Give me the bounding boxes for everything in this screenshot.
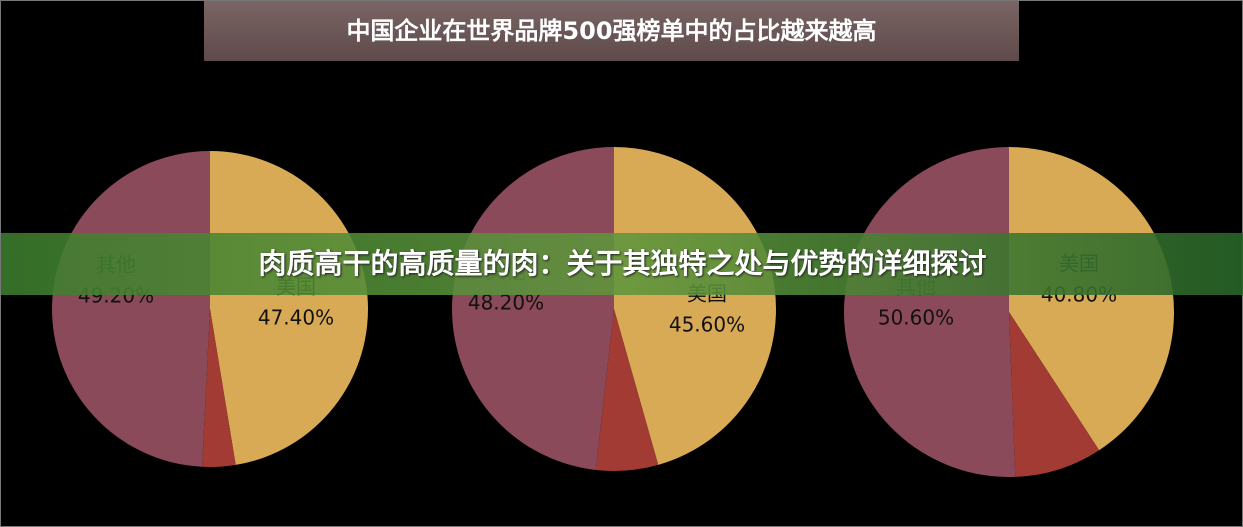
value-label: 47.40% (258, 306, 334, 330)
pie-slice (51, 151, 211, 467)
banner-title: 肉质高干的高质量的肉：关于其独特之处与优势的详细探讨 (1, 233, 1243, 295)
pie-slice (452, 147, 614, 470)
pie-slice (614, 147, 776, 465)
value-label: 50.60% (878, 306, 954, 330)
pie-slice (595, 309, 659, 471)
pie-slice (210, 151, 369, 465)
value-label: 45.60% (669, 313, 745, 337)
pie-slice (1009, 312, 1100, 477)
pie-slice (1009, 147, 1174, 451)
pie-slice (843, 147, 1016, 477)
pie-slice (202, 309, 236, 467)
chart-title: 中国企业在世界品牌500强榜单中的占比越来越高 (204, 1, 1019, 61)
